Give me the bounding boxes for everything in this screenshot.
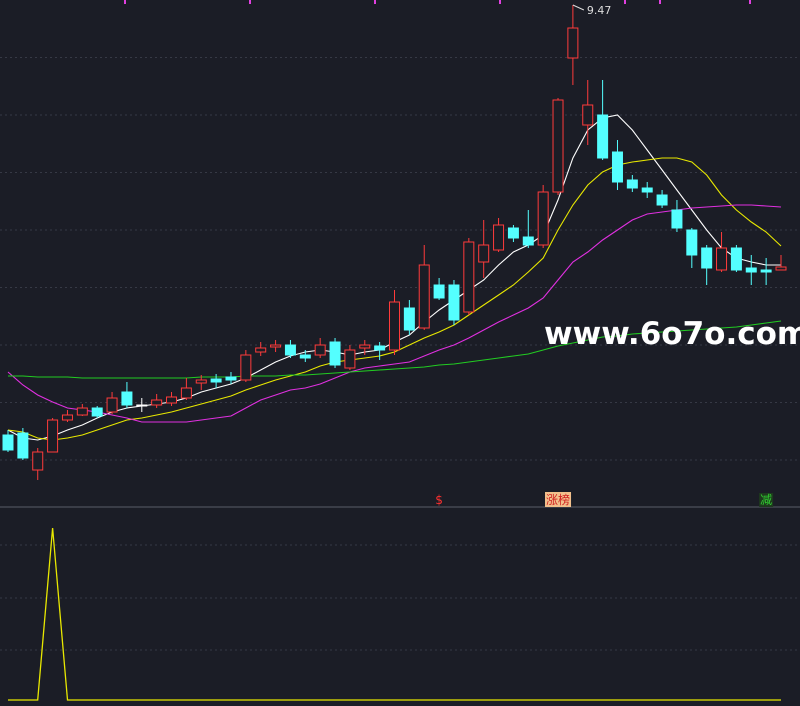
candle-body — [359, 344, 371, 349]
candle-body — [374, 345, 386, 351]
watermark: www.6o7o.com — [544, 316, 800, 352]
indicator-line — [8, 527, 781, 701]
candle-body — [284, 344, 296, 356]
date-separators — [124, 0, 751, 4]
candle-body — [522, 236, 534, 246]
candle-body — [641, 187, 653, 193]
candle-body — [47, 419, 59, 453]
candle-body — [433, 284, 445, 299]
moving-average-line — [7, 204, 782, 423]
candle-body — [270, 344, 282, 348]
candle-body — [775, 266, 787, 271]
max-pointer — [572, 4, 585, 11]
candle-body — [507, 227, 519, 239]
candle-body — [656, 194, 668, 206]
candle-body — [537, 191, 549, 246]
candle-body — [463, 241, 475, 313]
candle-body — [403, 307, 415, 331]
candle-body — [582, 104, 594, 126]
moving-average-line — [8, 320, 782, 379]
candle-body — [32, 451, 44, 471]
candle-body — [448, 284, 460, 321]
candle-body — [329, 341, 341, 366]
signal-label: 涨榜 — [546, 492, 570, 507]
candle-body — [314, 344, 326, 356]
signal-badge — [545, 492, 572, 507]
candle-body — [17, 432, 29, 459]
candle-body — [611, 151, 623, 183]
candle-body — [671, 209, 683, 229]
candle-body — [552, 99, 564, 193]
candle-body — [716, 247, 728, 271]
candle-body — [76, 407, 88, 416]
candle-body — [210, 378, 222, 383]
grid — [0, 57, 800, 651]
candle-body — [195, 379, 207, 384]
candle-body — [180, 387, 192, 399]
candle-body — [136, 404, 148, 407]
candle-body — [61, 414, 73, 421]
candle-body — [121, 391, 133, 406]
max-label: 9.47 — [587, 4, 612, 17]
candle-body — [493, 224, 505, 251]
candle-body — [225, 376, 237, 381]
candle-body — [106, 397, 118, 413]
candle-body — [151, 399, 163, 406]
candle-body — [240, 354, 252, 381]
candle-body — [389, 301, 400, 351]
candle-body — [166, 396, 178, 404]
candle-body — [418, 264, 430, 329]
candle-body — [760, 269, 772, 273]
candle-body — [478, 244, 490, 263]
signal-label: $ — [435, 493, 443, 507]
candle-body — [626, 179, 638, 189]
signal-badge — [759, 493, 774, 507]
candle-body — [91, 407, 103, 417]
candle-body — [567, 27, 579, 59]
candle-body — [2, 434, 14, 451]
candle-body — [344, 349, 356, 369]
candle-body — [299, 354, 311, 359]
candle-body — [745, 267, 757, 273]
candle-body — [255, 347, 267, 353]
candle-body — [686, 229, 698, 256]
plot: 9.47 $ 涨榜 减 — [2, 4, 787, 701]
signal-label: 减 — [760, 493, 772, 507]
candle-body — [701, 247, 713, 269]
candle-body — [597, 114, 609, 159]
candle-body — [730, 247, 742, 271]
